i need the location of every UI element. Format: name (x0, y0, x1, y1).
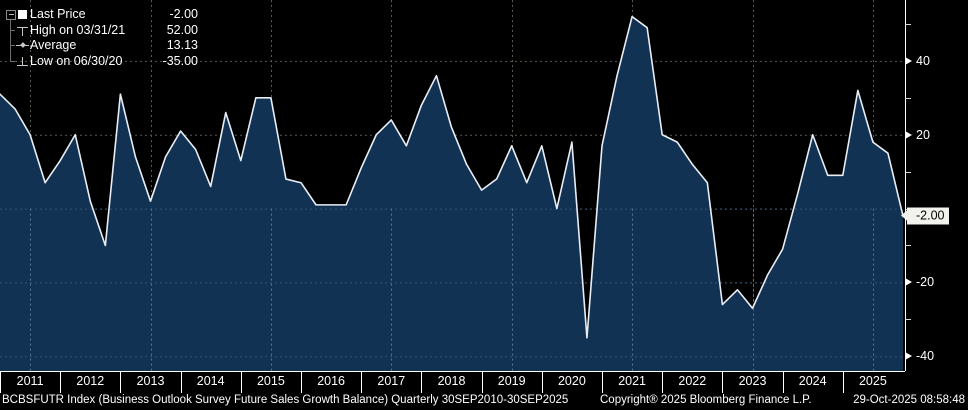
x-axis-separator (783, 372, 784, 393)
x-axis-label: 2024 (798, 374, 827, 388)
x-axis-separator (361, 372, 362, 393)
x-axis-label: 2021 (618, 374, 646, 388)
x-axis-label: 2023 (738, 374, 767, 388)
x-axis-separator (722, 372, 723, 393)
x-axis-label: 2014 (196, 374, 225, 388)
y-axis-tick-minor (905, 24, 911, 25)
y-axis-label: -20 (916, 275, 935, 290)
legend-value: 52.00 (166, 22, 198, 37)
legend-tree-connector (6, 38, 15, 54)
low-marker-icon (17, 56, 28, 67)
legend-value: 13.13 (166, 38, 198, 52)
legend-label: Last Price (30, 7, 86, 21)
x-axis-separator (181, 372, 182, 393)
x-axis-label: 2012 (76, 374, 105, 388)
x-axis-separator (602, 372, 603, 393)
y-axis-tick-minor (905, 319, 911, 320)
y-axis-tick-major (905, 130, 912, 139)
legend-row[interactable]: Last Price -2.00 (6, 7, 198, 23)
legend-marker (15, 7, 30, 23)
legend-marker (15, 54, 30, 70)
y-axis-tick-major (905, 352, 912, 361)
legend-marker (15, 38, 30, 54)
x-axis-separator (60, 372, 61, 393)
x-axis-label: 2017 (377, 374, 406, 388)
legend-label: Low on 06/30/20 (30, 53, 123, 68)
x-axis-label: 2025 (858, 374, 887, 388)
x-axis-separator (482, 372, 483, 393)
x-axis-separator (241, 372, 242, 393)
chart-plot-area[interactable] (0, 0, 905, 371)
last-price-tag: -2.00 (907, 207, 949, 225)
x-axis-separator (120, 372, 121, 393)
y-axis-line (905, 0, 906, 371)
x-axis-separator (843, 372, 844, 393)
legend-value: -35.00 (162, 53, 198, 68)
security-description: BCBSFUTR Index (Business Outlook Survey … (2, 394, 569, 406)
y-axis-tick-major (905, 56, 912, 65)
x-axis-separator (301, 372, 302, 393)
y-axis-label: 20 (916, 127, 930, 142)
x-axis-line (0, 371, 905, 372)
x-axis-label: 2018 (437, 374, 466, 388)
last-price-swatch (18, 10, 27, 20)
x-axis-separator (542, 372, 543, 393)
y-axis-tick-minor (905, 172, 911, 173)
chart-svg (0, 0, 905, 371)
legend-label: Average (30, 38, 77, 52)
x-axis-separator (421, 372, 422, 393)
x-axis-label: 2011 (16, 374, 44, 388)
x-axis: 2011 2012 2013 2014 2015 2016 2017 2018 2019 2020… (0, 371, 905, 393)
x-axis-label: 2016 (317, 374, 345, 388)
legend-tree-connector (6, 53, 15, 70)
status-bar: BCBSFUTR Index (Business Outlook Survey … (0, 393, 968, 410)
x-axis-label: 2019 (497, 374, 526, 388)
timestamp: 29-Oct-2025 08:58:48 (853, 394, 965, 406)
high-marker-icon (17, 25, 28, 36)
legend-row[interactable]: Low on 06/30/20 -35.00 (6, 53, 198, 70)
y-axis-label: 40 (916, 53, 930, 68)
legend-collapse-toggle (6, 10, 16, 20)
chart-legend: Last Price -2.00 High on 03/31/21 52.00 Aver… (6, 7, 198, 69)
x-axis-label: 2013 (136, 374, 165, 388)
x-axis-label: 2015 (256, 374, 285, 388)
x-axis-label: 2022 (678, 374, 707, 388)
legend-tree-connector (6, 22, 15, 38)
legend-marker (15, 23, 30, 39)
y-axis: -2.00 40 20 -20 -40 (905, 0, 968, 371)
legend-label: High on 03/31/21 (30, 22, 126, 37)
legend-value: -2.00 (169, 7, 199, 21)
y-axis-tick-minor (905, 245, 911, 246)
legend-tree-connector[interactable] (6, 7, 16, 23)
y-axis-label: -40 (916, 349, 935, 364)
y-axis-tick-major (905, 278, 912, 287)
average-marker-icon (16, 40, 29, 51)
legend-row[interactable]: High on 03/31/21 52.00 (6, 22, 198, 39)
x-axis-separator (662, 372, 663, 393)
x-axis-label: 2020 (557, 374, 586, 388)
x-axis-separator (0, 372, 1, 393)
legend-row[interactable]: Average 13.13 (6, 38, 198, 54)
y-axis-tick-minor (905, 98, 911, 99)
copyright-text: Copyright® 2025 Bloomberg Finance L.P. (600, 394, 812, 406)
